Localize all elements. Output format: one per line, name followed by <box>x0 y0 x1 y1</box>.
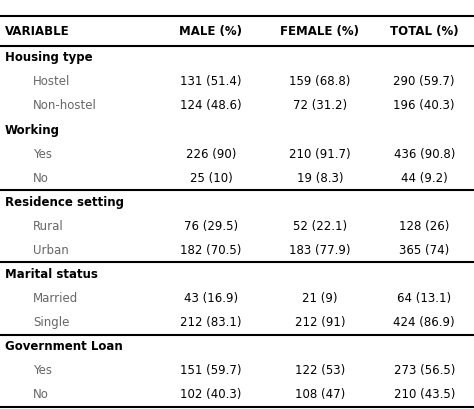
Text: 25 (10): 25 (10) <box>190 172 232 185</box>
Text: Government Loan: Government Loan <box>5 340 122 353</box>
Text: No: No <box>33 389 49 401</box>
Text: 424 (86.9): 424 (86.9) <box>393 316 455 329</box>
Text: Yes: Yes <box>33 148 52 161</box>
Text: 76 (29.5): 76 (29.5) <box>184 220 238 233</box>
Text: Rural: Rural <box>33 220 64 233</box>
Text: 64 (13.1): 64 (13.1) <box>397 292 451 305</box>
Text: Marital status: Marital status <box>5 268 98 281</box>
Text: 124 (48.6): 124 (48.6) <box>180 99 242 112</box>
Text: 131 (51.4): 131 (51.4) <box>180 75 242 88</box>
Text: 19 (8.3): 19 (8.3) <box>297 172 343 185</box>
Text: 182 (70.5): 182 (70.5) <box>180 244 242 257</box>
Text: 21 (9): 21 (9) <box>302 292 337 305</box>
Text: 210 (43.5): 210 (43.5) <box>393 389 455 401</box>
Text: Urban: Urban <box>33 244 69 257</box>
Text: TOTAL (%): TOTAL (%) <box>390 25 458 38</box>
Text: Non-hostel: Non-hostel <box>33 99 97 112</box>
Text: 43 (16.9): 43 (16.9) <box>184 292 238 305</box>
Text: 159 (68.8): 159 (68.8) <box>289 75 351 88</box>
Text: Housing type: Housing type <box>5 52 92 64</box>
Text: 183 (77.9): 183 (77.9) <box>289 244 351 257</box>
Text: Working: Working <box>5 124 60 137</box>
Text: 290 (59.7): 290 (59.7) <box>393 75 455 88</box>
Text: Hostel: Hostel <box>33 75 71 88</box>
Text: MALE (%): MALE (%) <box>180 25 242 38</box>
Text: Yes: Yes <box>33 364 52 378</box>
Text: 52 (22.1): 52 (22.1) <box>293 220 347 233</box>
Text: FEMALE (%): FEMALE (%) <box>281 25 359 38</box>
Text: 151 (59.7): 151 (59.7) <box>180 364 242 378</box>
Text: 102 (40.3): 102 (40.3) <box>180 389 242 401</box>
Text: 212 (83.1): 212 (83.1) <box>180 316 242 329</box>
Text: 210 (91.7): 210 (91.7) <box>289 148 351 161</box>
Text: Single: Single <box>33 316 70 329</box>
Text: Residence setting: Residence setting <box>5 196 124 209</box>
Text: 273 (56.5): 273 (56.5) <box>393 364 455 378</box>
Text: 122 (53): 122 (53) <box>295 364 345 378</box>
Text: Married: Married <box>33 292 78 305</box>
Text: 108 (47): 108 (47) <box>295 389 345 401</box>
Text: 72 (31.2): 72 (31.2) <box>293 99 347 112</box>
Text: VARIABLE: VARIABLE <box>5 25 69 38</box>
Text: 212 (91): 212 (91) <box>295 316 345 329</box>
Text: 365 (74): 365 (74) <box>399 244 449 257</box>
Text: 128 (26): 128 (26) <box>399 220 449 233</box>
Text: 196 (40.3): 196 (40.3) <box>393 99 455 112</box>
Text: 226 (90): 226 (90) <box>186 148 236 161</box>
Text: 436 (90.8): 436 (90.8) <box>393 148 455 161</box>
Text: No: No <box>33 172 49 185</box>
Text: 44 (9.2): 44 (9.2) <box>401 172 447 185</box>
